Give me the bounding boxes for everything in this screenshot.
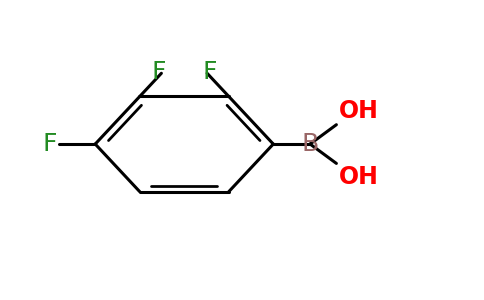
Text: B: B [302,132,319,156]
Text: OH: OH [339,99,378,123]
Text: OH: OH [339,165,378,189]
Text: F: F [42,132,57,156]
Text: F: F [152,60,166,84]
Text: F: F [202,60,217,84]
